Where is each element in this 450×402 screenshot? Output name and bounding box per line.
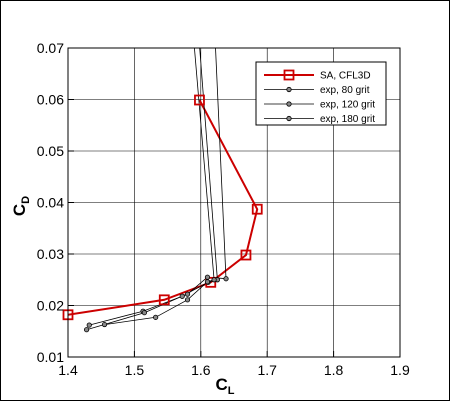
- y-tick-label: 0.07: [37, 40, 64, 56]
- legend-marker-1: [286, 86, 292, 93]
- svg-text:CD: CD: [10, 196, 32, 216]
- legend-label-1: exp, 80 grit: [320, 85, 370, 96]
- y-axis-label-sub: D: [20, 196, 32, 204]
- marker-layer: [62, 94, 263, 333]
- series-line-1: [89, 48, 227, 326]
- series-point-3: [101, 321, 108, 328]
- series-point-2: [141, 310, 147, 316]
- series-point-1: [86, 322, 92, 328]
- legend-marker-2: [286, 101, 292, 107]
- series-point-3: [211, 277, 217, 283]
- series-point-2: [179, 293, 185, 299]
- series-point-3: [184, 297, 191, 303]
- y-tick-label: 0.06: [37, 92, 64, 108]
- series-line-0: [68, 99, 259, 316]
- y-tick-label: 0.05: [37, 143, 64, 159]
- legend-label-3: exp, 180 grit: [320, 114, 375, 125]
- series-point-0: [240, 249, 252, 261]
- x-tick-label: 1.6: [191, 362, 211, 378]
- series-point-3: [153, 314, 159, 320]
- series-point-0: [158, 294, 170, 306]
- x-tick-label: 1.5: [125, 362, 145, 378]
- y-tick-label: 0.04: [37, 195, 64, 211]
- legend-box: [255, 61, 387, 126]
- x-axis-label: CL: [215, 375, 234, 397]
- legend-marker-0: [283, 69, 295, 81]
- x-tick-label: 1.7: [257, 362, 277, 378]
- svg-text:CL: CL: [215, 375, 234, 397]
- series-point-3: [204, 279, 211, 285]
- x-tick-label: 1.9: [390, 362, 410, 378]
- tick-layer: 1.4 1.5 1.6 1.7 1.8 1.9 0.01 0.02 0.03 0.04 0.05 0.…: [37, 40, 410, 378]
- series-point-1: [184, 291, 191, 297]
- y-axis-label-main: C: [10, 204, 29, 216]
- series-point-1: [223, 276, 229, 282]
- y-tick-label: 0.01: [37, 349, 64, 365]
- legend-marker-3: [286, 115, 292, 122]
- series-point-2: [83, 327, 90, 333]
- y-tick-label: 0.02: [37, 298, 64, 314]
- series-layer: [68, 48, 259, 331]
- x-tick-label: 1.4: [58, 362, 78, 378]
- x-tick-label: 1.8: [324, 362, 344, 378]
- series-point-1: [204, 274, 211, 280]
- y-tick-label: 0.03: [37, 246, 64, 262]
- series-point-0: [251, 203, 263, 215]
- series-point-0: [194, 94, 205, 106]
- legend-label-2: exp, 120 grit: [320, 100, 375, 111]
- series-line-3: [104, 48, 215, 325]
- legend-label-0: SA, CFL3D: [320, 71, 371, 82]
- y-axis-label: CD: [10, 196, 32, 216]
- x-axis-label-main: C: [215, 375, 227, 394]
- legend: SA, CFL3D exp, 80 grit exp, 120 grit exp, 1…: [255, 61, 387, 126]
- x-axis-label-sub: L: [228, 385, 235, 397]
